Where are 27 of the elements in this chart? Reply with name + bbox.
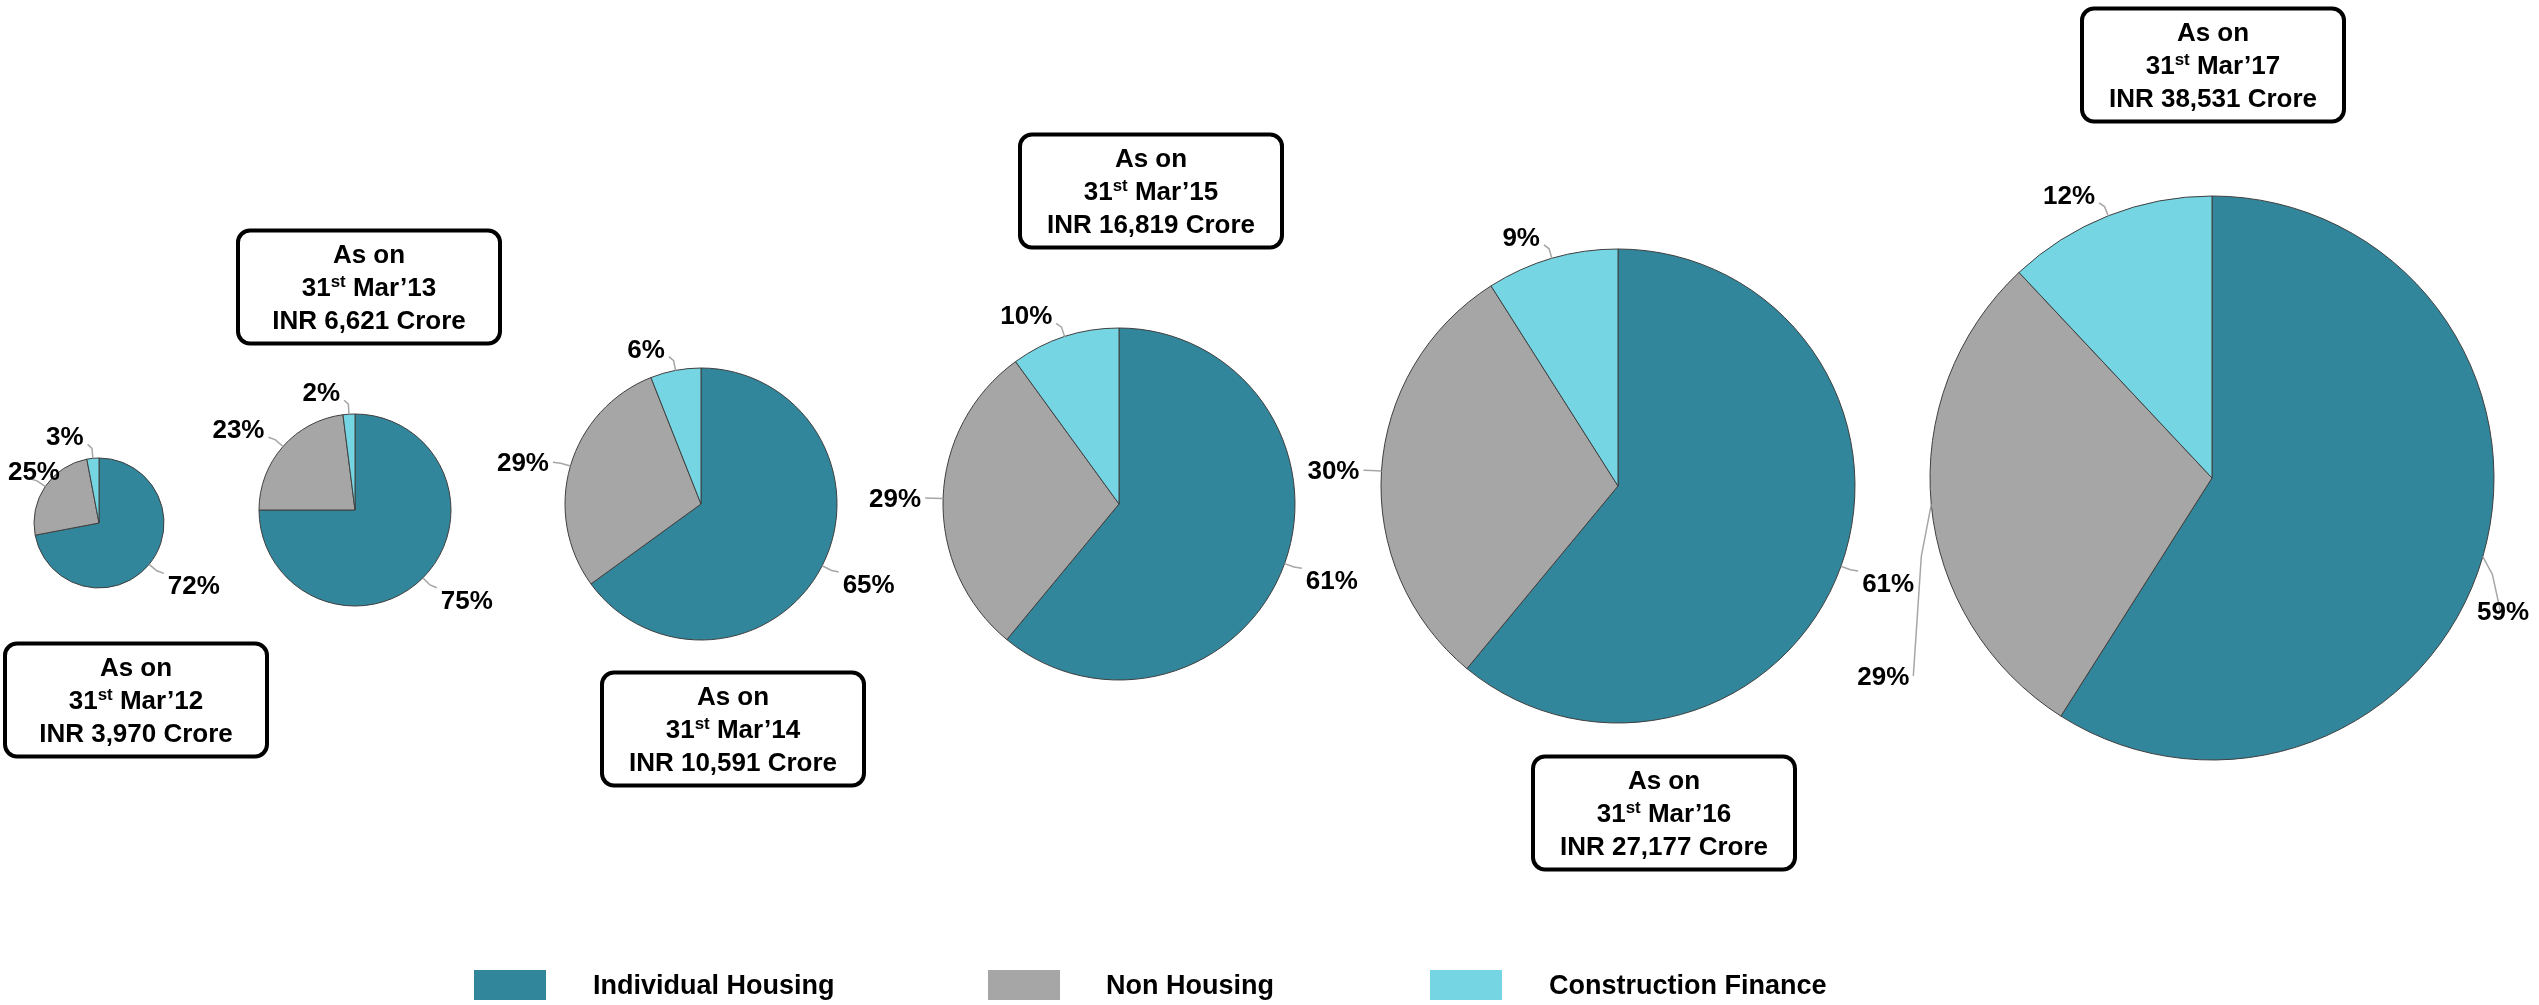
data-label: 29%	[869, 483, 922, 514]
data-label: 9%	[1502, 221, 1540, 252]
data-label: 10%	[1000, 300, 1053, 331]
data-label: 65%	[842, 569, 895, 600]
data-label: 72%	[167, 570, 220, 601]
text: As on 31$^{st}$ Mar’16 INR 27,177 Crore	[1559, 765, 1769, 862]
legend-label: Construction Finance	[1549, 970, 1827, 1000]
data-label: 6%	[627, 333, 665, 364]
data-label: 61%	[1862, 568, 1915, 599]
data-label: 59%	[2477, 595, 2530, 626]
text: As on 31$^{st}$ Mar’14 INR 10,591 Crore	[628, 681, 838, 778]
text: As on 31$^{st}$ Mar’12 INR 3,970 Crore	[39, 652, 233, 749]
legend-label: Non Housing	[1106, 970, 1274, 1000]
data-label: 29%	[1857, 660, 1910, 691]
data-label: 3%	[45, 421, 84, 452]
data-label: 12%	[2042, 179, 2096, 210]
data-label: 75%	[440, 584, 493, 615]
chart-title: As on 31$^{st}$ Mar’13 INR 6,621 Crore	[272, 239, 466, 336]
legend-label: Individual Housing	[593, 970, 835, 1000]
chart-title: As on 31$^{st}$ Mar’15 INR 16,819 Crore	[1046, 143, 1256, 240]
data-label: 23%	[212, 414, 265, 445]
data-label: 30%	[1307, 455, 1360, 486]
data-label: 2%	[302, 377, 341, 408]
chart-title: As on 31$^{st}$ Mar’17 INR 38,531 Crore	[2108, 17, 2318, 114]
data-label: 29%	[496, 447, 549, 478]
data-label: 61%	[1305, 565, 1358, 596]
data-label: 25%	[7, 455, 60, 486]
